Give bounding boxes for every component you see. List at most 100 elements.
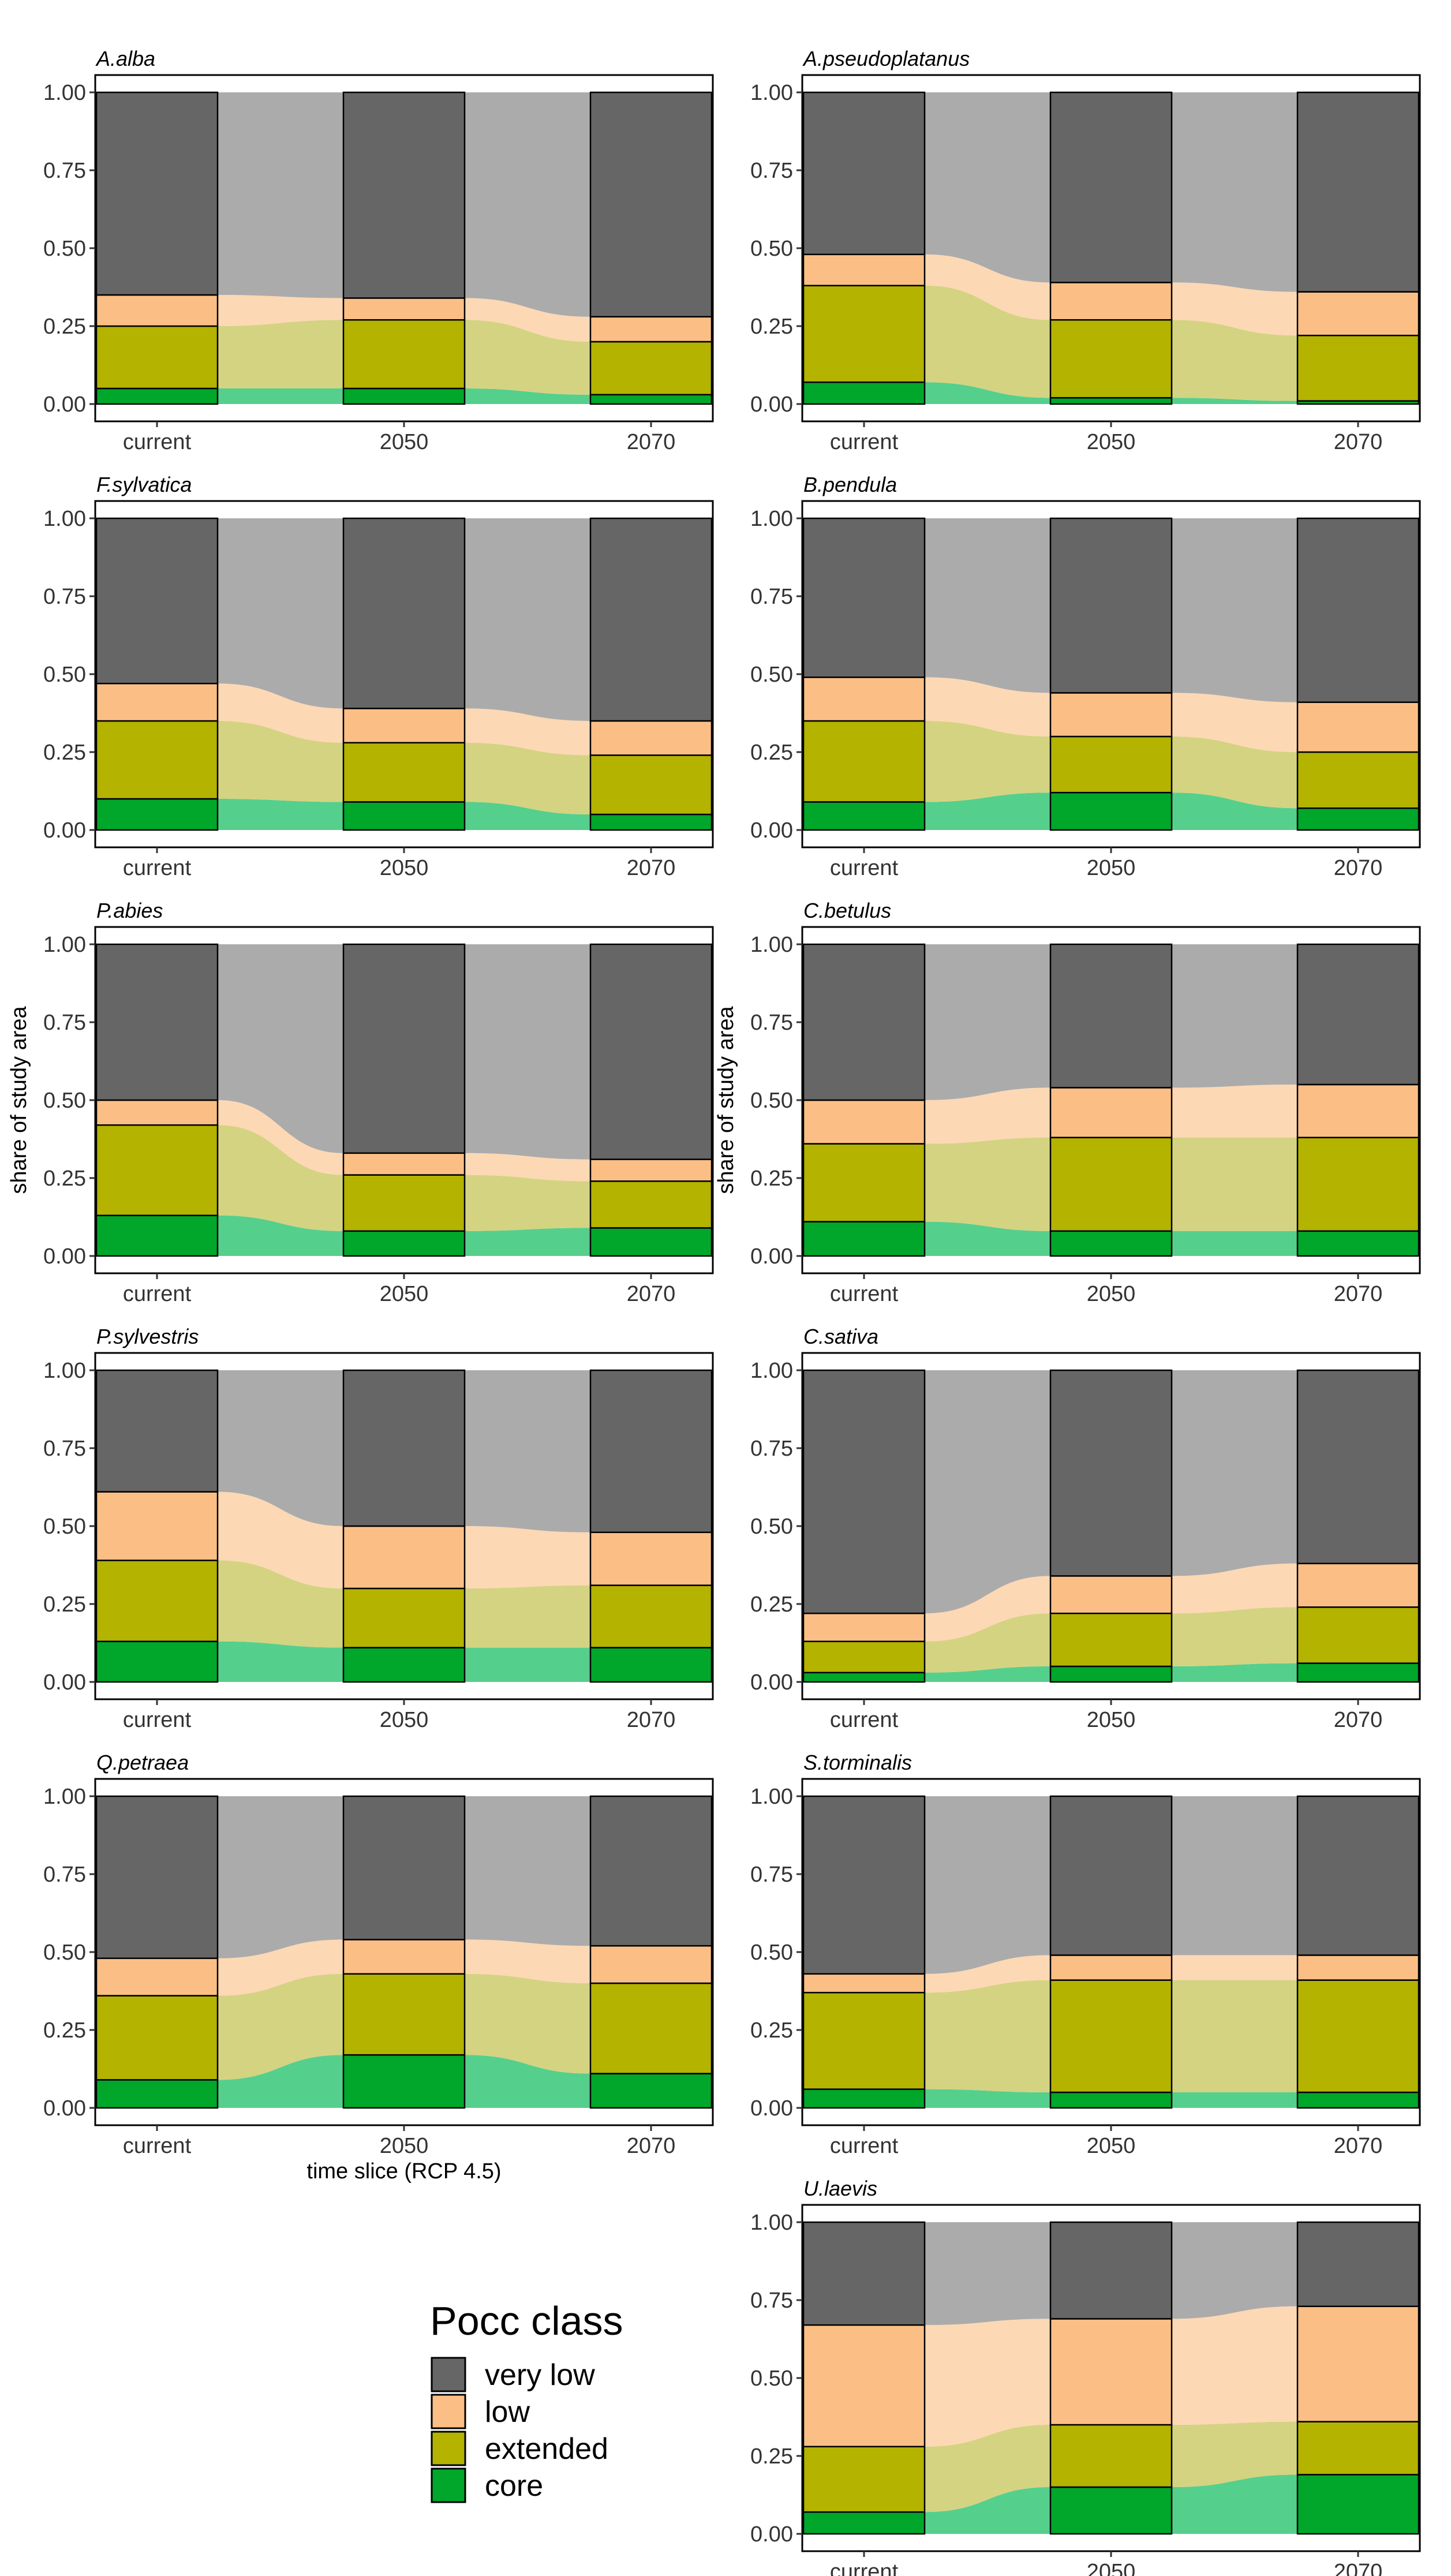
y-tick-label: 1.00 — [43, 507, 86, 531]
flow-very-low — [1172, 1370, 1297, 1576]
legend-swatch-extended — [431, 2431, 466, 2466]
flow-extended — [465, 742, 590, 814]
bar-segment-low — [802, 253, 926, 287]
bar-segment-core — [802, 2088, 926, 2109]
x-tick-label: 2050 — [1087, 1708, 1136, 1732]
legend-label: extended — [485, 2432, 608, 2466]
flow-core — [1172, 1663, 1297, 1682]
flow-core — [218, 799, 343, 830]
legend-swatch-very-low — [431, 2357, 466, 2392]
panel-title: A.pseudoplatanus — [802, 47, 970, 70]
flow-core — [218, 1215, 343, 1256]
bar-segment-extended — [1296, 1606, 1420, 1664]
chart-panel: Q.petraea 0.00 0.25 0.50 0.75 1.00 current 2050… — [43, 1751, 714, 2184]
bar-segment-core — [589, 1227, 713, 1257]
bar-segment-low — [1296, 291, 1420, 337]
bar-segment-core — [342, 1230, 466, 1257]
y-tick-label: 0.25 — [750, 741, 793, 765]
y-tick-label: 0.00 — [750, 1244, 793, 1269]
flow-very-low — [465, 1796, 590, 1946]
bar-segment-low — [342, 1939, 466, 1975]
x-tick-label: 2070 — [1334, 2134, 1383, 2158]
y-tick-label: 1.00 — [43, 1785, 86, 1809]
flow-extended — [465, 320, 590, 395]
flow-very-low — [218, 92, 343, 298]
y-tick-label: 0.25 — [43, 1592, 86, 1617]
flow-core — [925, 2487, 1050, 2534]
flow-very-low — [465, 92, 590, 317]
bar-segment-extended — [589, 1982, 713, 2074]
flow-extended — [1172, 736, 1297, 809]
y-tick-label: 0.50 — [43, 1515, 86, 1539]
y-tick-label: 0.75 — [43, 159, 86, 183]
bar-segment-extended — [342, 319, 466, 390]
bar-segment-low — [802, 1099, 926, 1145]
y-tick-label: 0.75 — [750, 1863, 793, 1887]
flow-extended — [925, 1613, 1050, 1673]
y-tick-label: 0.25 — [750, 315, 793, 339]
flow-very-low — [218, 518, 343, 709]
y-tick-label: 1.00 — [750, 2211, 793, 2235]
bar-segment-low — [1049, 1087, 1173, 1139]
y-tick-label: 0.25 — [750, 2018, 793, 2043]
legend-label: low — [485, 2395, 530, 2429]
x-tick-label: 2050 — [380, 430, 429, 454]
bar-segment-low — [342, 1525, 466, 1590]
bar-segment-low — [95, 294, 219, 327]
flow-extended — [218, 1973, 343, 2080]
flow-extended — [218, 320, 343, 388]
bar-segment-core — [802, 801, 926, 831]
bar-segment-extended — [95, 1560, 219, 1643]
bar-segment-very-low — [802, 1795, 926, 1975]
bar-segment-extended — [95, 325, 219, 390]
bar-segment-extended — [342, 1587, 466, 1648]
bar-segment-low — [1049, 282, 1173, 321]
bar-segment-extended — [1296, 751, 1420, 809]
bar-segment-core — [95, 1214, 219, 1257]
x-tick-label: 2070 — [627, 1282, 676, 1306]
flow-very-low — [925, 1796, 1050, 1974]
bar-segment-core — [95, 798, 219, 831]
x-tick-label: 2050 — [380, 856, 429, 880]
x-tick-label: current — [123, 1282, 192, 1306]
flow-extended — [465, 1175, 590, 1231]
bar-segment-core — [802, 381, 926, 405]
y-tick-label: 0.75 — [43, 1011, 86, 1035]
bar-segment-low — [589, 1531, 713, 1586]
y-tick-label: 0.00 — [750, 1670, 793, 1695]
flow-low — [465, 1939, 590, 1983]
flow-very-low — [1172, 944, 1297, 1088]
y-tick-label: 1.00 — [43, 81, 86, 105]
bar-segment-low — [802, 2324, 926, 2448]
bar-segment-very-low — [95, 1795, 219, 1960]
bar-segment-extended — [342, 1174, 466, 1232]
bar-segment-very-low — [1296, 1369, 1420, 1565]
flow-low — [1172, 1563, 1297, 1614]
x-tick-label: current — [830, 2560, 899, 2576]
bar-segment-very-low — [1049, 943, 1173, 1089]
x-tick-label: 2050 — [380, 1282, 429, 1306]
bar-segment-very-low — [1296, 943, 1420, 1086]
bar-segment-low — [1296, 1083, 1420, 1139]
flow-low — [925, 1955, 1050, 1993]
bar-segment-low — [95, 1957, 219, 1997]
flow-extended — [925, 2425, 1050, 2513]
y-tick-label: 0.50 — [43, 663, 86, 687]
bar-segment-low — [1296, 1562, 1420, 1608]
flow-low — [218, 295, 343, 326]
y-tick-label: 1.00 — [750, 933, 793, 957]
bar-segment-low — [802, 676, 926, 722]
x-tick-label: current — [830, 856, 899, 880]
flow-very-low — [465, 518, 590, 721]
y-tick-label: 0.75 — [750, 2289, 793, 2313]
bar-segment-very-low — [1049, 517, 1173, 694]
bar-segment-very-low — [1296, 91, 1420, 293]
y-tick-label: 0.50 — [750, 663, 793, 687]
bar-segment-core — [802, 2511, 926, 2535]
y-tick-label: 0.75 — [43, 1437, 86, 1461]
bar-segment-very-low — [95, 517, 219, 685]
bar-segment-low — [342, 1152, 466, 1176]
flow-low — [465, 1526, 590, 1588]
y-tick-label: 0.00 — [750, 2522, 793, 2547]
flow-core — [218, 1641, 343, 1682]
